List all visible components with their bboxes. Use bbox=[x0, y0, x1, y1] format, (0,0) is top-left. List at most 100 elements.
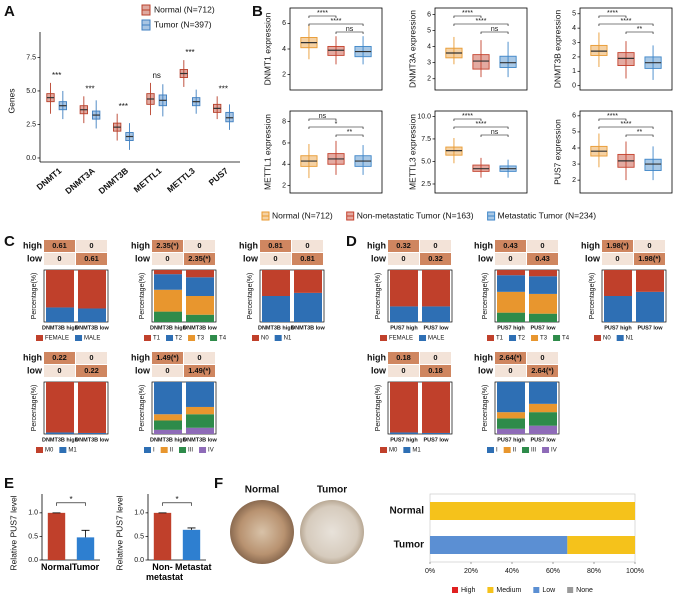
y-tick-label: 6 bbox=[282, 20, 286, 27]
table-cell-text: 0 bbox=[305, 241, 309, 250]
y-tick-label: 5.0 bbox=[26, 88, 36, 95]
table-cell-text: 0.32 bbox=[428, 254, 443, 263]
table-cell bbox=[76, 240, 107, 252]
y-axis-label: DNMT1 expression bbox=[262, 12, 272, 85]
table-cell bbox=[44, 365, 75, 377]
x-tick-label: DNMT1 bbox=[35, 165, 64, 192]
significance-bracket bbox=[308, 126, 364, 129]
y-tick-label: 6 bbox=[427, 11, 431, 18]
table-cell-text: 0 bbox=[57, 254, 61, 263]
significance: ** bbox=[637, 26, 643, 33]
significance: * bbox=[335, 121, 338, 128]
bar-segment bbox=[262, 270, 290, 296]
table-cell-text: 0.43 bbox=[503, 241, 518, 250]
legend-label: T1 bbox=[153, 336, 161, 342]
x-tick-label-box: Metastatic bbox=[175, 562, 212, 572]
bar-segment bbox=[390, 306, 418, 322]
table-cell-text: 0 bbox=[273, 254, 277, 263]
table-cell-text: 0 bbox=[615, 254, 619, 263]
plot-frame bbox=[289, 110, 383, 194]
x-tick-label: DNMT3B low bbox=[75, 437, 109, 443]
y-tick-label: 0.0 bbox=[134, 557, 144, 564]
bar-segment bbox=[78, 308, 106, 322]
box bbox=[472, 54, 490, 70]
legend-swatch bbox=[487, 587, 494, 593]
legend-label: FEMALE bbox=[389, 336, 413, 342]
bar-segment bbox=[186, 414, 214, 428]
significance: *** bbox=[85, 84, 94, 93]
y-tick-label: 4 bbox=[572, 145, 576, 152]
legend-label: T2 bbox=[175, 336, 183, 342]
significance: **** bbox=[462, 113, 473, 120]
y-tick-label: 5.0 bbox=[421, 158, 431, 165]
table-row-label: high bbox=[131, 240, 150, 250]
y-tick-label: 4 bbox=[282, 46, 286, 53]
legend-swatch bbox=[503, 447, 511, 453]
table-cell bbox=[634, 253, 665, 265]
table-cell-text: 0.61 bbox=[84, 254, 99, 263]
x-tick-label: Normal bbox=[40, 562, 72, 572]
significance-bracket bbox=[308, 118, 337, 121]
plot-frame bbox=[434, 110, 528, 194]
table-cell bbox=[388, 253, 419, 265]
table-cell-text: 0.22 bbox=[52, 353, 67, 362]
bar-segment bbox=[186, 314, 214, 322]
y-tick-label: 4 bbox=[427, 43, 431, 50]
bar-segment bbox=[186, 277, 214, 296]
legend-swatch bbox=[380, 335, 387, 341]
y-axis-label: Relative PUS7 level bbox=[8, 495, 18, 570]
table-row-label: low bbox=[478, 365, 494, 375]
significance: * bbox=[175, 495, 178, 504]
table-cell bbox=[152, 352, 183, 364]
significance-bracket bbox=[598, 126, 654, 129]
bar-segment bbox=[497, 275, 525, 292]
significance: **** bbox=[476, 18, 487, 25]
table-row-label: low bbox=[478, 253, 494, 263]
y-tick-label: Tumor bbox=[394, 540, 424, 551]
table-cell-text: 2.64(*) bbox=[499, 353, 522, 362]
bar-segment bbox=[46, 270, 74, 308]
x-tick-label: Tumor bbox=[71, 562, 100, 572]
significance-bracket bbox=[598, 23, 654, 26]
significance: **** bbox=[621, 18, 632, 25]
tissue-image bbox=[300, 500, 364, 564]
box bbox=[617, 52, 635, 66]
legend-label: T2 bbox=[518, 336, 526, 342]
x-tick-label: 100% bbox=[626, 568, 644, 575]
bar-segment bbox=[529, 293, 557, 314]
bar-segment bbox=[529, 382, 557, 404]
plot-frame bbox=[151, 269, 217, 323]
plot-frame bbox=[579, 110, 673, 194]
table-cell-text: 0 bbox=[197, 241, 201, 250]
table-cell bbox=[527, 352, 558, 364]
significance: * bbox=[69, 495, 72, 504]
bar-segment bbox=[46, 432, 74, 434]
y-tick-label: 7.5 bbox=[26, 54, 36, 61]
x-tick-label: DNMT3B low bbox=[291, 325, 325, 331]
y-axis-label: Percentage(%) bbox=[139, 273, 146, 320]
legend-swatch bbox=[531, 335, 539, 341]
panel-label: B bbox=[252, 3, 263, 20]
significance-bracket bbox=[335, 134, 364, 137]
legend-swatch bbox=[188, 335, 196, 341]
legend-swatch bbox=[553, 335, 561, 341]
table-cell bbox=[76, 365, 107, 377]
plot-frame bbox=[387, 381, 453, 435]
table-cell-text: 0.81 bbox=[268, 241, 283, 250]
table-cell bbox=[527, 240, 558, 252]
y-axis-label: Percentage(%) bbox=[247, 273, 254, 320]
image-title: Normal bbox=[245, 485, 280, 496]
legend-swatch bbox=[567, 587, 574, 593]
table-row-label: high bbox=[581, 240, 600, 250]
bar-segment bbox=[186, 270, 214, 278]
x-tick-label: 60% bbox=[546, 568, 560, 575]
box bbox=[499, 55, 517, 68]
x-tick-label: PUS7 high bbox=[497, 325, 525, 331]
table-cell-text: 1.49(*) bbox=[188, 366, 211, 375]
table-cell-text: 0 bbox=[89, 353, 93, 362]
error-bar bbox=[187, 527, 196, 530]
legend-swatch bbox=[533, 587, 540, 593]
significance-bracket bbox=[453, 15, 482, 18]
y-tick-label: 4 bbox=[282, 161, 286, 168]
plot-frame bbox=[601, 269, 667, 323]
